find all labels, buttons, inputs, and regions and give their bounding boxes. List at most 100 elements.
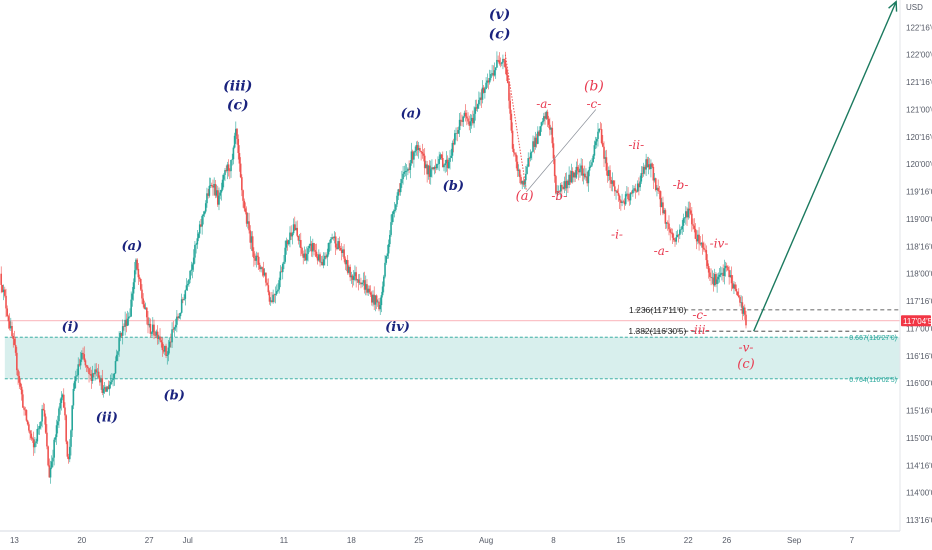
candle-body bbox=[580, 165, 582, 169]
candle-body bbox=[222, 174, 225, 180]
candle-body bbox=[511, 130, 514, 149]
wave-label: -iv- bbox=[710, 236, 729, 250]
candle-body bbox=[522, 181, 525, 185]
candle-body bbox=[381, 286, 384, 296]
candle-body bbox=[239, 163, 242, 178]
candle-body bbox=[263, 272, 266, 276]
candle-body bbox=[704, 249, 706, 251]
candle-body bbox=[476, 104, 479, 109]
candle-body bbox=[627, 193, 629, 200]
candle-body bbox=[538, 131, 540, 136]
candle-body bbox=[41, 408, 43, 422]
candle-body bbox=[296, 227, 298, 236]
candle-body bbox=[178, 316, 181, 319]
candle-body bbox=[723, 268, 726, 276]
wave-label: -c- bbox=[586, 97, 601, 111]
candle-body bbox=[516, 161, 519, 171]
candle-body bbox=[283, 261, 285, 265]
candle-body bbox=[274, 293, 277, 295]
candle-body bbox=[745, 314, 747, 326]
candle-body bbox=[719, 273, 722, 275]
candle-body bbox=[403, 172, 406, 174]
candle-body bbox=[402, 173, 404, 180]
y-axis[interactable]: 122'16'0 122'00'0 121'16'0 121'00'0 120'16'0… bbox=[906, 23, 932, 525]
candle-body bbox=[172, 329, 175, 330]
candle-body bbox=[277, 289, 279, 292]
candle-body bbox=[279, 271, 282, 281]
candle-body bbox=[576, 166, 579, 171]
candle-body bbox=[739, 297, 741, 303]
candle-body bbox=[139, 278, 142, 290]
candle-body bbox=[518, 169, 521, 178]
candle-body bbox=[550, 127, 552, 130]
candle-body bbox=[99, 377, 101, 383]
candle-body bbox=[105, 387, 107, 392]
candle-body bbox=[467, 118, 469, 122]
candle-body bbox=[414, 150, 416, 153]
x-axis[interactable]: 13 20 27 Jul 11 18 25 Aug 8 15 22 26 Sep 7 bbox=[10, 536, 855, 545]
wave-label: (c) bbox=[227, 97, 249, 113]
wave-label: (ii) bbox=[96, 411, 118, 426]
candle-body bbox=[543, 116, 545, 122]
candle-body bbox=[416, 145, 419, 151]
candle-body bbox=[308, 245, 311, 249]
candle-body bbox=[439, 154, 442, 159]
candle-body bbox=[188, 279, 190, 284]
candle-body bbox=[362, 280, 365, 283]
candle-body bbox=[257, 256, 260, 265]
candle-body bbox=[93, 373, 95, 375]
candle-body bbox=[88, 368, 90, 374]
candle-body bbox=[53, 439, 55, 458]
candle-body bbox=[316, 256, 319, 261]
candle-body bbox=[326, 254, 329, 258]
candle-body bbox=[344, 258, 347, 265]
candle-body bbox=[165, 345, 167, 356]
candle-body bbox=[2, 289, 5, 293]
candle-body bbox=[190, 269, 193, 271]
candle-body bbox=[728, 270, 730, 278]
fib-level-label: 1.236(117'11'0) bbox=[629, 305, 686, 315]
candle-body bbox=[504, 60, 507, 68]
candle-body bbox=[24, 409, 27, 411]
candle-body bbox=[422, 153, 425, 156]
candle-body bbox=[496, 59, 498, 68]
candle-body bbox=[76, 375, 78, 377]
candle-body bbox=[0, 273, 3, 285]
candle-body bbox=[743, 307, 746, 315]
candle-body bbox=[90, 374, 93, 381]
candle-body bbox=[397, 189, 400, 196]
y-tick-label: 121'00'0 bbox=[906, 105, 932, 114]
zone-label: 0.764(116'02'5) bbox=[849, 377, 897, 384]
candle-body bbox=[535, 137, 538, 144]
candle-body bbox=[380, 295, 383, 306]
x-tick-label: 25 bbox=[414, 536, 423, 545]
x-tick-label: 20 bbox=[77, 536, 86, 545]
x-tick-label: 8 bbox=[551, 536, 556, 545]
candle-body bbox=[261, 267, 264, 269]
candle-body bbox=[408, 168, 410, 170]
candle-body bbox=[598, 128, 600, 132]
candle-body bbox=[662, 202, 664, 214]
candle-body bbox=[725, 265, 728, 267]
candle-body bbox=[557, 191, 560, 193]
candle-body bbox=[115, 354, 118, 362]
candle-body bbox=[367, 288, 369, 293]
candle-body bbox=[6, 308, 9, 317]
wave-label: -iii- bbox=[690, 323, 710, 337]
candle-body bbox=[699, 243, 702, 245]
candle-body bbox=[256, 255, 259, 257]
candle-body bbox=[70, 430, 72, 447]
wave-label: -ii- bbox=[628, 138, 644, 152]
candle-body bbox=[636, 183, 639, 192]
candle-body bbox=[30, 433, 33, 439]
candle-body bbox=[336, 247, 338, 250]
candle-body bbox=[393, 209, 396, 211]
candle-body bbox=[156, 331, 159, 339]
thin-connector bbox=[526, 109, 597, 192]
candle-body bbox=[498, 60, 501, 64]
candle-body bbox=[119, 332, 122, 338]
candle-body bbox=[192, 257, 195, 265]
candle-body bbox=[195, 244, 197, 245]
candle-body bbox=[298, 239, 301, 241]
candle-body bbox=[527, 158, 530, 167]
